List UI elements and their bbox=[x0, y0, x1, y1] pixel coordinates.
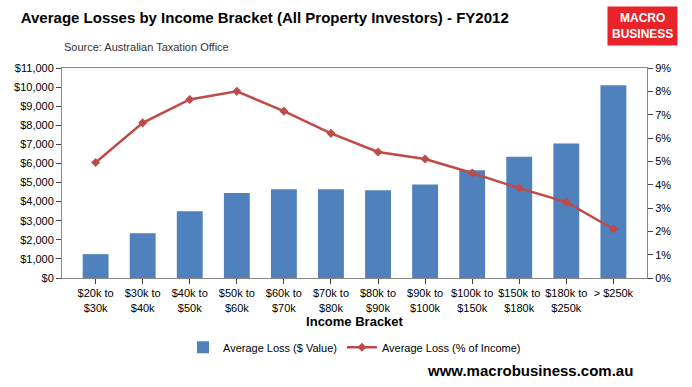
svg-text:Average Loss (% of Income): Average Loss (% of Income) bbox=[382, 342, 521, 354]
svg-text:$60k to$70k: $60k to$70k bbox=[266, 287, 302, 313]
svg-text:MACROBUSINESS: MACROBUSINESS bbox=[612, 11, 673, 41]
svg-text:$0: $0 bbox=[42, 272, 54, 284]
svg-text:$10,000: $10,000 bbox=[14, 81, 54, 93]
svg-text:Average Loss ($ Value): Average Loss ($ Value) bbox=[223, 342, 337, 354]
svg-text:5%: 5% bbox=[655, 155, 671, 167]
svg-text:$70k to$80k: $70k to$80k bbox=[313, 287, 349, 313]
svg-text:$4,000: $4,000 bbox=[20, 195, 54, 207]
svg-text:$20k to$30k: $20k to$30k bbox=[78, 287, 114, 313]
svg-text:1%: 1% bbox=[655, 249, 671, 261]
svg-text:6%: 6% bbox=[655, 132, 671, 144]
svg-text:$9,000: $9,000 bbox=[20, 100, 54, 112]
svg-text:$2,000: $2,000 bbox=[20, 234, 54, 246]
svg-text:8%: 8% bbox=[655, 85, 671, 97]
svg-text:Source: Australian Taxation Of: Source: Australian Taxation Office bbox=[64, 41, 229, 53]
svg-text:0%: 0% bbox=[655, 272, 671, 284]
svg-text:$5,000: $5,000 bbox=[20, 176, 54, 188]
svg-text:9%: 9% bbox=[655, 62, 671, 74]
svg-text:$40k to$50k: $40k to$50k bbox=[172, 287, 208, 313]
svg-text:3%: 3% bbox=[655, 202, 671, 214]
svg-text:$180k to$250k: $180k to$250k bbox=[545, 287, 587, 313]
svg-text:www.macrobusiness.com.au: www.macrobusiness.com.au bbox=[427, 362, 633, 379]
svg-text:7%: 7% bbox=[655, 109, 671, 121]
svg-text:$1,000: $1,000 bbox=[20, 253, 54, 265]
svg-text:$100k to$150k: $100k to$150k bbox=[451, 287, 493, 313]
svg-text:$150k to$180k: $150k to$180k bbox=[498, 287, 540, 313]
svg-text:$80k to$90k: $80k to$90k bbox=[360, 287, 396, 313]
svg-text:2%: 2% bbox=[655, 225, 671, 237]
svg-text:Income Bracket: Income Bracket bbox=[306, 314, 403, 329]
svg-text:$7,000: $7,000 bbox=[20, 138, 54, 150]
svg-text:Average Losses by Income Brack: Average Losses by Income Bracket (All Pr… bbox=[21, 9, 509, 26]
svg-text:$30k to$40k: $30k to$40k bbox=[125, 287, 161, 313]
svg-text:$8,000: $8,000 bbox=[20, 119, 54, 131]
svg-text:$6,000: $6,000 bbox=[20, 157, 54, 169]
svg-text:$50k to$60k: $50k to$60k bbox=[219, 287, 255, 313]
svg-text:> $250k: > $250k bbox=[594, 287, 634, 299]
svg-text:$3,000: $3,000 bbox=[20, 215, 54, 227]
svg-text:$11,000: $11,000 bbox=[15, 62, 54, 74]
svg-text:$90k to$100k: $90k to$100k bbox=[407, 287, 443, 313]
svg-text:4%: 4% bbox=[655, 179, 671, 191]
